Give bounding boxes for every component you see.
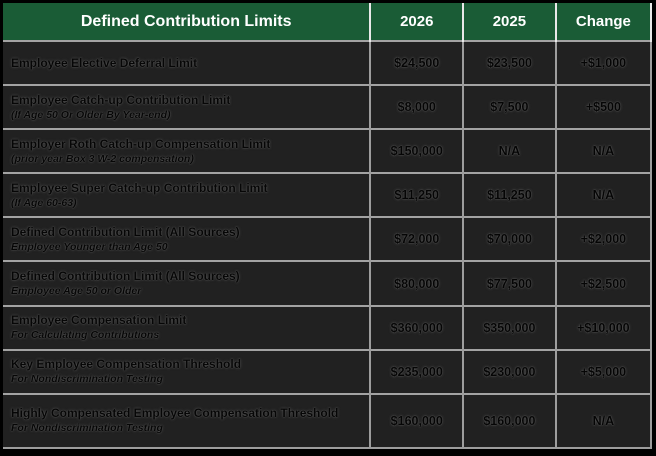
value-change: +$2,000 <box>554 216 653 262</box>
row-sublabel: (If Age 50 Or Older By Year-end) <box>11 108 171 121</box>
table-row: Employee Elective Deferral Limit $24,500… <box>3 39 653 86</box>
value-2025: $70,000 <box>462 216 556 262</box>
value-2026: $72,000 <box>369 216 464 262</box>
value-2026: $235,000 <box>369 348 464 394</box>
value-change: +$10,000 <box>554 304 653 350</box>
row-label: Employer Roth Catch-up Compensation Limi… <box>11 136 271 151</box>
value-change: N/A <box>554 172 653 218</box>
row-label: Employee Catch-up Contribution Limit <box>11 92 231 107</box>
value-2025: $77,500 <box>462 260 556 306</box>
limit-label-cell: Highly Compensated Employee Compensation… <box>3 392 371 450</box>
row-sublabel: (If Age 60-63) <box>11 196 77 209</box>
header-row: Defined Contribution Limits 2026 2025 Ch… <box>3 3 653 41</box>
table-row: Defined Contribution Limit (All Sources)… <box>3 216 653 262</box>
contribution-limits-table: Defined Contribution Limits 2026 2025 Ch… <box>3 3 653 450</box>
value-2025: $23,500 <box>462 39 556 86</box>
value-2026: $24,500 <box>369 39 464 86</box>
table-row: Employee Catch-up Contribution Limit (If… <box>3 84 653 130</box>
value-change: +$5,000 <box>554 348 653 394</box>
limit-label-cell: Key Employee Compensation Threshold For … <box>3 348 371 394</box>
row-label: Employee Super Catch-up Contribution Lim… <box>11 180 268 195</box>
value-2025: $11,250 <box>462 172 556 218</box>
limit-label-cell: Defined Contribution Limit (All Sources)… <box>3 260 371 306</box>
table-row: Key Employee Compensation Threshold For … <box>3 348 653 394</box>
limit-label-cell: Employee Super Catch-up Contribution Lim… <box>3 172 371 218</box>
row-sublabel: Employee Younger than Age 50 <box>11 240 168 253</box>
table-row: Employer Roth Catch-up Compensation Limi… <box>3 128 653 174</box>
value-2026: $80,000 <box>369 260 464 306</box>
value-2025: $160,000 <box>462 392 556 450</box>
value-2025: $7,500 <box>462 84 556 130</box>
row-sublabel: For Nondiscrimination Testing <box>11 422 163 435</box>
row-label: Defined Contribution Limit (All Sources) <box>11 268 240 283</box>
table-row: Employee Super Catch-up Contribution Lim… <box>3 172 653 218</box>
value-2025: $230,000 <box>462 348 556 394</box>
limit-label-cell: Employee Catch-up Contribution Limit (If… <box>3 84 371 130</box>
table-row: Defined Contribution Limit (All Sources)… <box>3 260 653 306</box>
row-sublabel: (prior year Box 3 W-2 compensation) <box>11 152 194 165</box>
value-change: +$2,500 <box>554 260 653 306</box>
value-change: +$1,000 <box>554 39 653 86</box>
table-header: Defined Contribution Limits 2026 2025 Ch… <box>3 3 653 41</box>
value-2026: $8,000 <box>369 84 464 130</box>
row-label: Highly Compensated Employee Compensation… <box>11 406 339 421</box>
table-body: Employee Elective Deferral Limit $24,500… <box>3 39 653 450</box>
row-sublabel: For Calculating Contributions <box>11 329 160 342</box>
value-change: N/A <box>554 392 653 450</box>
value-2025: $350,000 <box>462 304 556 350</box>
column-header-2026: 2026 <box>369 3 464 41</box>
table-row: Employee Compensation Limit For Calculat… <box>3 304 653 350</box>
row-label: Employee Elective Deferral Limit <box>11 55 198 70</box>
column-header-change: Change <box>554 3 653 41</box>
value-change: +$500 <box>554 84 653 130</box>
value-2026: $11,250 <box>369 172 464 218</box>
table-row: Highly Compensated Employee Compensation… <box>3 392 653 450</box>
row-sublabel: Employee Age 50 or Older <box>11 284 142 297</box>
row-sublabel: For Nondiscrimination Testing <box>11 373 163 386</box>
limit-label-cell: Employee Elective Deferral Limit <box>3 39 371 86</box>
value-2026: $360,000 <box>369 304 464 350</box>
row-label: Employee Compensation Limit <box>11 313 187 328</box>
value-2026: $150,000 <box>369 128 464 174</box>
row-label: Key Employee Compensation Threshold <box>11 357 242 372</box>
header-title: Defined Contribution Limits <box>3 3 371 41</box>
row-label: Defined Contribution Limit (All Sources) <box>11 224 240 239</box>
limit-label-cell: Employee Compensation Limit For Calculat… <box>3 304 371 350</box>
value-change: N/A <box>554 128 653 174</box>
value-2025: N/A <box>462 128 556 174</box>
limit-label-cell: Defined Contribution Limit (All Sources)… <box>3 216 371 262</box>
column-header-2025: 2025 <box>462 3 556 41</box>
value-2026: $160,000 <box>369 392 464 450</box>
limit-label-cell: Employer Roth Catch-up Compensation Limi… <box>3 128 371 174</box>
